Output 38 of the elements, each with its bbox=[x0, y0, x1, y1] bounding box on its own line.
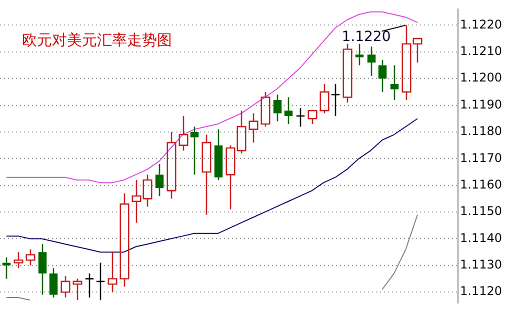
candlestick bbox=[273, 94, 282, 122]
candlestick bbox=[342, 43, 352, 104]
candlestick bbox=[84, 272, 94, 298]
y-tick-label: 1.1190 bbox=[460, 97, 502, 112]
candlestick bbox=[355, 43, 364, 66]
y-tick-label: 1.1210 bbox=[460, 44, 502, 58]
candlestick bbox=[155, 163, 164, 197]
candlestick bbox=[284, 96, 293, 125]
candlestick bbox=[378, 59, 387, 93]
candlestick bbox=[166, 131, 176, 200]
candlestick bbox=[330, 83, 340, 117]
candlestick bbox=[26, 248, 36, 266]
y-tick-label: 1.1160 bbox=[460, 177, 502, 192]
y-tick-label: 1.1180 bbox=[460, 124, 502, 138]
candlestick bbox=[190, 126, 199, 176]
candlestick bbox=[72, 278, 82, 301]
y-tick-label: 1.1220 bbox=[460, 17, 502, 32]
y-tick-label: 1.1170 bbox=[460, 150, 502, 165]
candlestick bbox=[248, 112, 258, 144]
y-tick-label: 1.1150 bbox=[460, 204, 502, 218]
y-tick-label: 1.1130 bbox=[460, 258, 502, 272]
candlestick bbox=[2, 256, 11, 280]
candlestick bbox=[202, 134, 212, 216]
y-tick-label: 1.1120 bbox=[460, 284, 502, 298]
candlestick bbox=[38, 243, 47, 296]
text: 欧元对美元汇率走势图 bbox=[22, 31, 172, 50]
candlestick bbox=[60, 275, 70, 298]
candlestick bbox=[320, 83, 330, 114]
candlestick bbox=[214, 128, 223, 181]
y-tick-label: 1.1140 bbox=[460, 230, 502, 245]
candlestick bbox=[108, 251, 118, 293]
candlestick bbox=[367, 46, 376, 77]
annotation: 1.1220 bbox=[342, 28, 391, 45]
candlestick bbox=[14, 251, 24, 269]
y-tick-label: 1.1200 bbox=[460, 70, 502, 85]
candlestick bbox=[120, 192, 130, 288]
candlestick bbox=[390, 64, 399, 101]
candlestick bbox=[178, 115, 188, 152]
